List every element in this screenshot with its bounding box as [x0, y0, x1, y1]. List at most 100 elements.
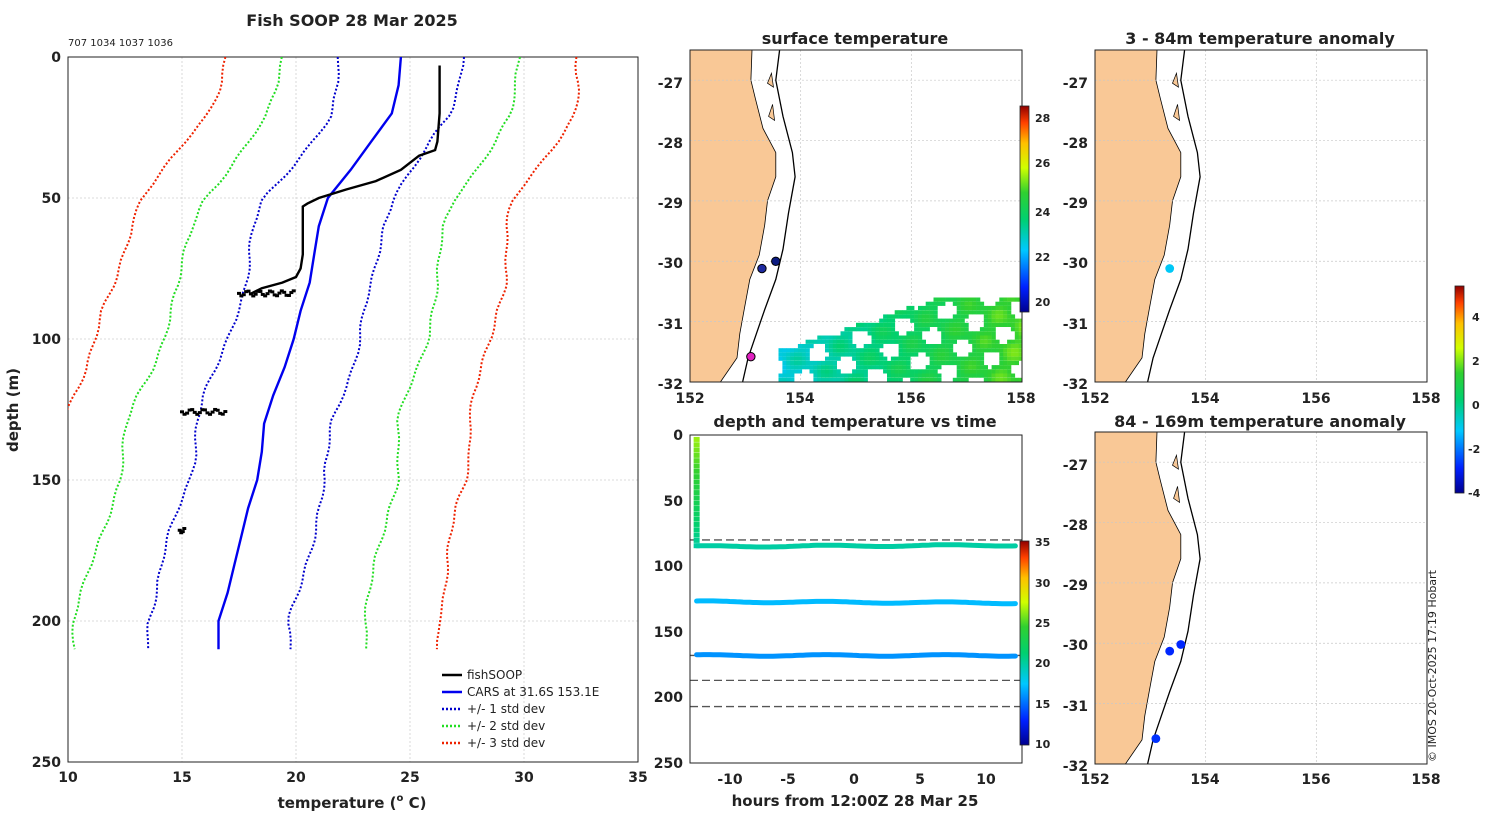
sst-pixel [1014, 377, 1019, 382]
sst-pixel [871, 348, 876, 353]
cb4-tick: 20 [1035, 657, 1051, 670]
sst-pixel [952, 322, 957, 327]
sst-pixel [918, 335, 923, 340]
sst-pixel [902, 339, 907, 344]
sst-pixel [871, 344, 876, 349]
sst-pixel [1018, 352, 1022, 357]
sst-pixel [1018, 331, 1022, 336]
sst-pixel [1026, 357, 1030, 361]
anomaly-deep-yticks: -27 -28 -29 -30 -31 -32 [1063, 458, 1089, 775]
map1-xtick: 158 [1006, 391, 1035, 407]
sst-pixel [782, 356, 787, 361]
sst-pixel [933, 365, 938, 370]
sst-pixel [929, 310, 934, 315]
sst-pixel [894, 369, 899, 374]
sst-pixel [890, 331, 896, 336]
cb4-tick: 30 [1035, 577, 1051, 590]
sst-pixel [979, 327, 985, 332]
sst-pixel [1003, 305, 1008, 311]
profile-xtick: 10 [58, 770, 78, 786]
sst-pixel [805, 344, 810, 349]
sst-pixel [1023, 348, 1027, 352]
sst-pixel [929, 377, 934, 382]
sst-pixel [929, 344, 934, 349]
sst-pixel [848, 344, 853, 349]
profile-fish-cluster-127m [180, 410, 184, 414]
sst-pixel [918, 318, 923, 323]
sst-pixel [871, 365, 876, 370]
sst-pixel [964, 369, 969, 374]
sst-pixel [1026, 319, 1030, 323]
anomaly-deep-point [1176, 640, 1186, 649]
profile-fish-cluster-127m [182, 412, 187, 416]
sst-pixel [964, 360, 969, 366]
sst-pixel [979, 344, 985, 349]
sst-pixel [964, 377, 969, 382]
sst-pixel [906, 369, 911, 374]
map2-xtick: 152 [1080, 391, 1109, 407]
sst-pixel [914, 314, 919, 319]
sst-pixel [979, 360, 985, 366]
anomaly-deep-map: 84 - 169m temperature anomaly 152 154 15… [1063, 285, 1481, 788]
sst-pixel [918, 310, 923, 315]
time-title: depth and temperature vs time [713, 412, 996, 431]
sst-pixel [894, 331, 899, 336]
time-track-84m [694, 542, 1018, 550]
sst-pixel [1003, 348, 1008, 353]
sst-pixel [1026, 361, 1030, 365]
profile-fish-cluster-127m [200, 408, 205, 412]
profile-fish-cluster-84m [265, 292, 270, 296]
anomaly-shallow-map: 3 - 84m temperature anomaly 152 154 156 … [1063, 29, 1441, 407]
island [1173, 486, 1181, 504]
sst-pixel [929, 365, 934, 370]
sst-pixel [952, 356, 957, 361]
sst-pixel [887, 322, 892, 327]
sst-pixel [1023, 323, 1027, 327]
profile-fish-cluster-84m [237, 291, 241, 295]
sst-pixel [1003, 365, 1008, 370]
map-frame [1094, 49, 1428, 383]
sst-pixel [983, 305, 988, 311]
sst-pixel [898, 373, 903, 378]
sst-pixel [964, 301, 969, 306]
sst-pixel [956, 314, 961, 319]
sst-pixel [995, 373, 1000, 378]
sst-pixel [964, 327, 969, 332]
profile-sd-curve [68, 57, 227, 411]
sst-pixel [1007, 348, 1012, 353]
sst-pixel [933, 344, 938, 349]
sst-pixel [782, 369, 787, 374]
sst-pixel [921, 327, 926, 332]
sst-pixel [972, 339, 977, 344]
sst-pixel [801, 360, 806, 366]
sst-pixel [906, 352, 911, 357]
sst-pixel [809, 339, 814, 344]
sst-pixel [976, 301, 981, 306]
sst-pixel [805, 339, 810, 344]
sst-pixel [918, 339, 923, 344]
sst-pixel [794, 348, 799, 353]
sst-pixel [937, 365, 942, 370]
profile-fish-cluster-84m [256, 289, 261, 293]
sst-pixel [825, 373, 830, 378]
sst-pixel [794, 356, 799, 361]
sst-pixel [1003, 352, 1008, 357]
sst-pixel [972, 360, 977, 366]
sst-pixel [999, 310, 1004, 315]
map3-xtick: 152 [1080, 772, 1109, 788]
sst-pixel [821, 335, 826, 340]
sst-pixel [952, 314, 957, 319]
sst-pixel [825, 344, 830, 349]
time-descent-mark [693, 447, 700, 453]
sst-pixel [1010, 322, 1016, 327]
sst-pixel [782, 377, 787, 382]
sst-pixel [987, 314, 992, 319]
sst-pixel [883, 356, 888, 361]
sst-pixel [983, 373, 988, 378]
sst-pixel [921, 377, 926, 382]
profile-title: Fish SOOP 28 Mar 2025 [246, 11, 457, 30]
sst-pixel [979, 356, 985, 361]
map-frame [1094, 431, 1428, 765]
sst-pixel [925, 305, 930, 311]
sst-pixel [832, 339, 837, 344]
